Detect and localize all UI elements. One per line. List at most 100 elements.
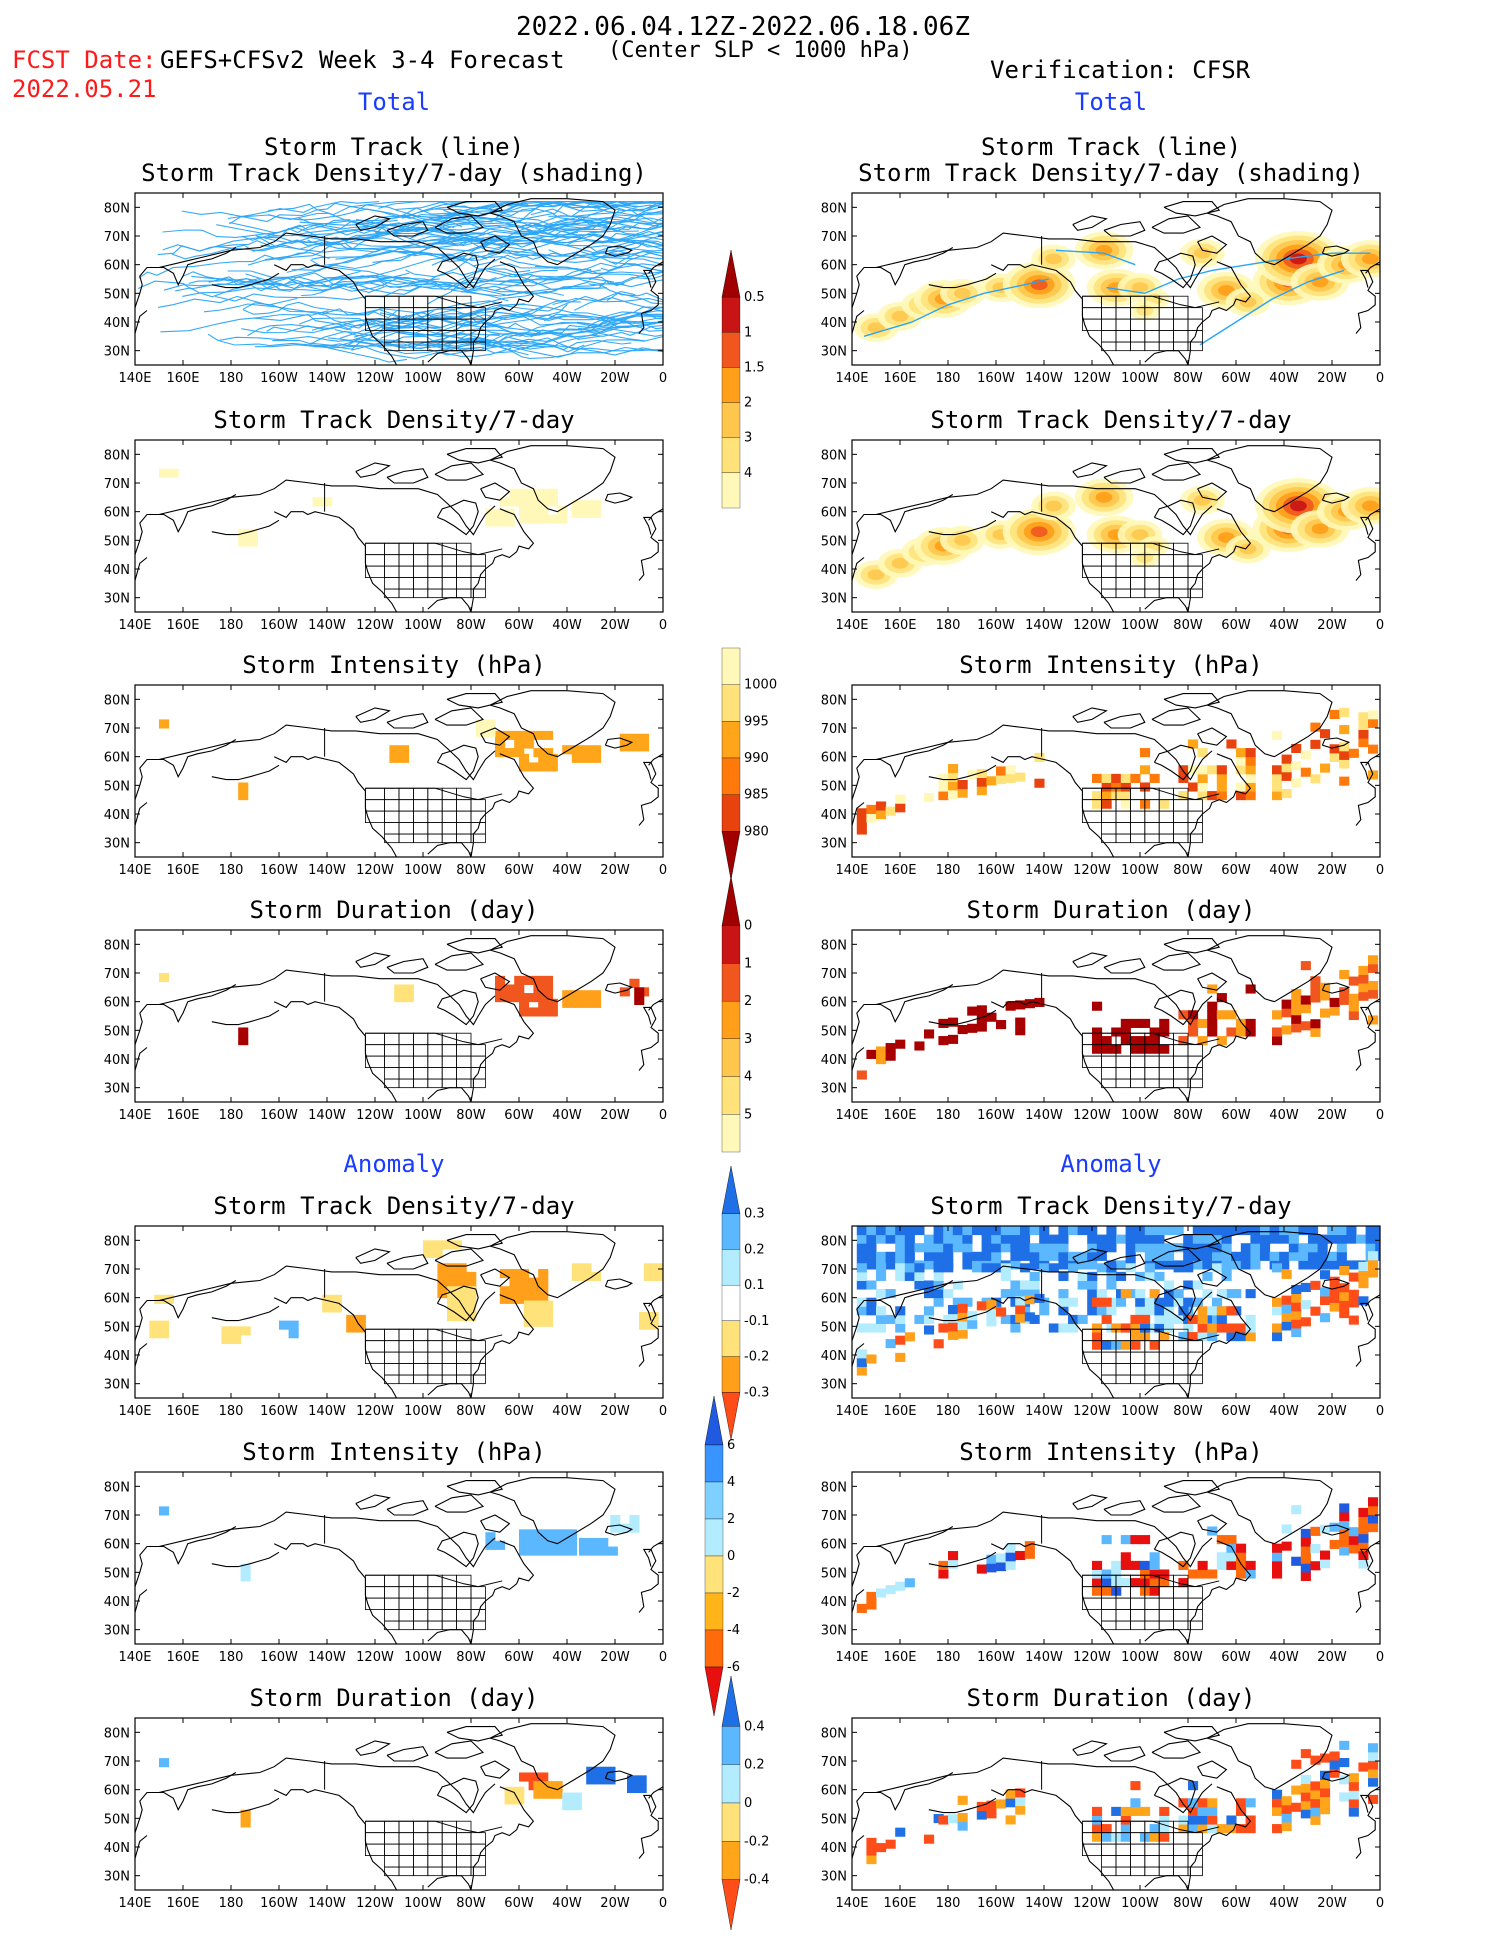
storm-track-line (408, 229, 518, 246)
lon-tick-label: 100W (404, 1404, 442, 1419)
storm-track-line (228, 212, 398, 225)
storm-track-line (436, 201, 663, 226)
lat-tick-label: 60N (104, 751, 130, 766)
lat-tick-label: 40N (104, 563, 130, 578)
storm-track-line (520, 337, 663, 352)
lat-tick-label: 80N (821, 1726, 847, 1741)
verification-title: Verification: CFSR (990, 56, 1251, 84)
storm-track-line (457, 263, 663, 282)
storm-track-line (576, 315, 663, 327)
panel-title: Storm Track Density/7-day (213, 1192, 575, 1220)
lon-tick-label: 180 (936, 1650, 961, 1665)
storm-track-line (243, 301, 397, 319)
storm-track-line (440, 343, 663, 359)
lon-tick-label: 160W (977, 863, 1015, 878)
storm-track-line (572, 310, 663, 331)
map-panel-l3: 140E 160E 180 160W 140W 120W 100W 80W 60W 40W 20W 0… (104, 684, 667, 878)
storm-track-line (428, 344, 585, 356)
lon-tick-label: 160W (977, 1896, 1015, 1911)
lat-tick-label: 50N (104, 534, 130, 549)
lat-tick-label: 30N (821, 1378, 847, 1393)
storm-track-line (485, 201, 663, 209)
lat-tick-label: 70N (104, 1755, 130, 1770)
storm-track-line (255, 227, 540, 250)
colorbar-label: 995 (744, 714, 769, 729)
colorbar-label: 2 (744, 396, 752, 411)
colorbar-label: 4 (744, 466, 752, 481)
lon-tick-label: 120W (356, 1650, 394, 1665)
lon-tick-label: 140W (1025, 1404, 1063, 1419)
lon-tick-label: 100W (1121, 618, 1159, 633)
lon-tick-label: 0 (659, 371, 667, 386)
lat-tick-label: 80N (104, 201, 130, 216)
storm-track-line (427, 222, 663, 247)
lat-tick-label: 70N (821, 230, 847, 245)
lat-tick-label: 60N (104, 996, 130, 1011)
storm-track-line (606, 292, 663, 305)
lon-tick-label: 80W (1173, 618, 1203, 633)
lon-tick-label: 180 (219, 618, 244, 633)
lon-tick-label: 100W (404, 1650, 442, 1665)
lon-tick-label: 160W (977, 371, 1015, 386)
lon-tick-label: 80W (1173, 1404, 1203, 1419)
lat-tick-label: 30N (104, 837, 130, 852)
lat-tick-label: 40N (104, 1841, 130, 1856)
lon-tick-label: 100W (1121, 1108, 1159, 1123)
lon-tick-label: 0 (1376, 1108, 1384, 1123)
lon-tick-label: 180 (219, 1650, 244, 1665)
map-panel-l1: 140E 160E 180 160W 140W 120W 100W 80W 60W 40W 20W 0… (104, 192, 667, 386)
lon-tick-label: 160E (883, 863, 916, 878)
storm-track-line (431, 201, 663, 214)
lat-tick-label: 80N (104, 1726, 130, 1741)
lon-tick-label: 60W (1221, 1108, 1251, 1123)
lat-tick-label: 30N (821, 837, 847, 852)
colorbar-label: 6 (727, 1438, 735, 1453)
map-panel-r6: 140E 160E 180 160W 140W 120W 100W 80W 60W 40W 20W 0… (821, 1471, 1384, 1665)
lat-tick-label: 50N (104, 287, 130, 302)
lat-tick-label: 30N (821, 345, 847, 360)
lat-tick-label: 70N (821, 477, 847, 492)
panel-title: Storm Intensity (hPa) (242, 1438, 546, 1466)
lon-tick-label: 40W (552, 1108, 582, 1123)
lon-tick-label: 140E (118, 863, 151, 878)
lat-tick-label: 60N (821, 506, 847, 521)
lon-tick-label: 160W (260, 1404, 298, 1419)
colorbar-label: 980 (744, 824, 769, 839)
lon-tick-label: 140E (835, 371, 868, 386)
lon-tick-label: 0 (1376, 371, 1384, 386)
panel-title: Storm Intensity (hPa) (959, 651, 1263, 679)
colorbar-label: 0 (727, 1549, 735, 1564)
storm-track-line (284, 257, 468, 285)
lon-tick-label: 40W (1269, 371, 1299, 386)
lon-tick-label: 140E (118, 1896, 151, 1911)
lat-tick-label: 50N (104, 1024, 130, 1039)
lat-tick-label: 40N (821, 1841, 847, 1856)
panel-title: Storm Track Density/7-day (930, 406, 1292, 434)
storm-track-line (403, 206, 621, 226)
lon-tick-label: 120W (1073, 1896, 1111, 1911)
colorbar-label: 1.5 (744, 360, 765, 375)
colorbar-cb-anom-int: 6 4 2 0 -2 -4 -6 (704, 1395, 740, 1717)
storm-track-line (191, 238, 502, 283)
storm-track-line (577, 211, 663, 224)
colorbar-label: -0.3 (744, 1385, 769, 1400)
lon-tick-label: 100W (404, 618, 442, 633)
lon-tick-label: 0 (659, 618, 667, 633)
lon-tick-label: 0 (659, 1108, 667, 1123)
storm-track-line (290, 229, 490, 252)
lon-tick-label: 80W (1173, 1108, 1203, 1123)
section-anomaly-right: Anomaly (1060, 1150, 1162, 1178)
storm-track-line (305, 275, 509, 302)
storm-track-line (506, 234, 663, 257)
storm-track-line (591, 238, 663, 248)
fcst-date: 2022.05.21 (12, 75, 157, 103)
lat-tick-label: 70N (821, 1263, 847, 1278)
storm-track-line (360, 207, 663, 236)
lon-tick-label: 120W (1073, 863, 1111, 878)
lon-tick-label: 0 (659, 1650, 667, 1665)
lon-tick-label: 40W (1269, 1404, 1299, 1419)
lon-tick-label: 160E (166, 371, 199, 386)
lon-tick-label: 140W (1025, 618, 1063, 633)
lon-tick-label: 0 (1376, 618, 1384, 633)
lon-tick-label: 140E (118, 1650, 151, 1665)
